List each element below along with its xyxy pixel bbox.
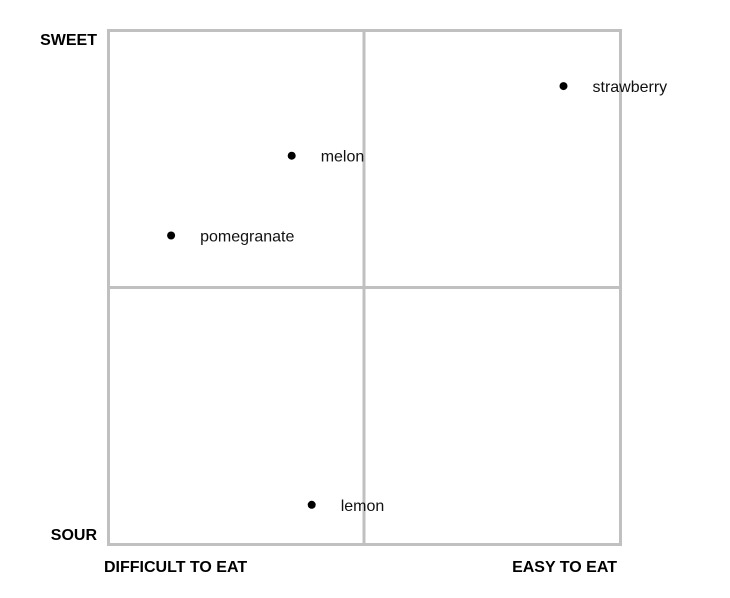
plot-grid	[107, 29, 622, 546]
point-label-strawberry: strawberry	[593, 79, 668, 96]
x-axis-right-label: EASY TO EAT	[512, 559, 617, 576]
point-melon	[287, 151, 296, 160]
y-axis-bottom-label: SOUR	[51, 527, 98, 544]
y-axis-top-label: SWEET	[40, 32, 97, 49]
point-pomegranate	[167, 231, 176, 240]
point-label-melon: melon	[321, 149, 365, 166]
point-label-pomegranate: pomegranate	[200, 229, 294, 246]
point-strawberry	[559, 82, 568, 91]
point-label-lemon: lemon	[341, 498, 385, 515]
x-axis-left-label: DIFFICULT TO EAT	[104, 559, 247, 576]
point-lemon	[307, 500, 316, 509]
data-points: strawberry melon pomegranate lemon	[167, 79, 667, 515]
